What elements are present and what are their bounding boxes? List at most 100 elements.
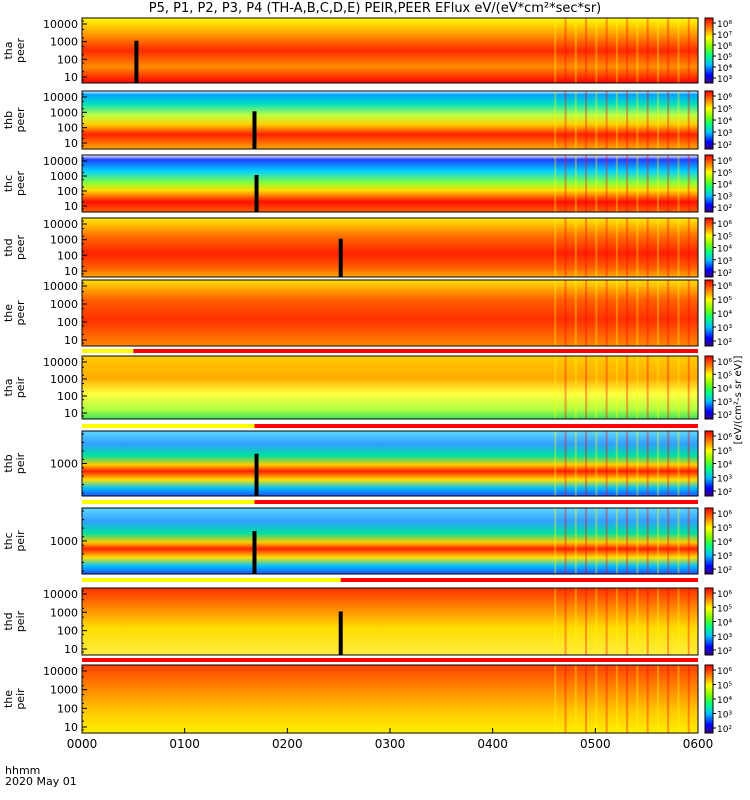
data-gap-marker (338, 238, 343, 277)
colorbar-tick-label: 10² (717, 647, 732, 657)
colorbar-tick-label: 10³ (717, 129, 732, 139)
variability-stripe (615, 665, 618, 733)
data-gap-marker (252, 531, 257, 574)
variability-stripe (656, 356, 659, 419)
data-gap-marker (254, 453, 259, 496)
variability-stripe (595, 665, 598, 733)
colorbar-tick-label: 10³ (717, 192, 732, 202)
colorbar-tick-label: 10⁸ (717, 20, 732, 30)
variability-stripe (585, 91, 588, 149)
y-tick-label: 100 (57, 625, 78, 638)
variability-stripe (574, 91, 577, 149)
variability-stripe (687, 155, 690, 212)
variability-stripe (564, 155, 567, 212)
x-tick-label: 0100 (169, 737, 200, 751)
colorbar-unit-label: [eV/(cm²-s sr eV)] (733, 356, 744, 445)
y-tick-label: 1000 (50, 684, 78, 697)
variability-stripe (554, 18, 557, 83)
colorbar-tick-label: 10³ (717, 711, 732, 721)
variability-stripe (585, 155, 588, 212)
variability-stripe (554, 665, 557, 733)
y-tick-label: 100 (57, 122, 78, 135)
y-axis-label-product: peir (14, 688, 27, 710)
variability-stripe (626, 18, 629, 83)
colorbar-tick-label: 10⁶ (717, 510, 732, 520)
variability-stripe (656, 588, 659, 655)
colorbar-tick-label: 10³ (717, 474, 732, 484)
variability-stripe (615, 91, 618, 149)
colorbar-tick-label: 10⁵ (717, 524, 732, 534)
y-tick-label: 10000 (43, 18, 78, 31)
variability-stripe (677, 155, 680, 212)
variability-stripe (605, 665, 608, 733)
variability-stripe (605, 280, 608, 346)
colorbar-tick-label: 10² (717, 269, 732, 279)
variability-stripe (646, 91, 649, 149)
variability-stripe (595, 91, 598, 149)
y-axis-label-probe: tha (2, 378, 15, 396)
variability-stripe (667, 18, 670, 83)
y-tick-label: 100 (57, 316, 78, 329)
colorbar-tick-label: 10⁷ (717, 31, 732, 41)
y-axis-label-probe: tha (2, 41, 15, 59)
variability-stripe (585, 665, 588, 733)
y-axis-label-probe: thc (2, 175, 15, 192)
variability-stripe (605, 218, 608, 277)
variability-stripe (585, 431, 588, 496)
y-tick-label: 10 (64, 137, 78, 150)
panel-thb-peer: 10000 1000 100 10 thb peer 10⁶ 10⁵ 10⁴ 10³ 10² (2, 90, 732, 151)
colorbar-tick-label: 10⁴ (717, 64, 732, 74)
y-tick-label: 1000 (50, 606, 78, 619)
y-tick-label: 1000 (50, 234, 78, 247)
y-tick-label: 1000 (50, 298, 78, 311)
spectrogram-image (82, 665, 698, 733)
variability-stripe (687, 218, 690, 277)
variability-stripe (656, 431, 659, 496)
y-tick-label: 10000 (43, 218, 78, 231)
panel-frame (81, 355, 699, 420)
variability-stripe (636, 588, 639, 655)
panel-frame (81, 279, 699, 347)
y-axis-label-probe: the (2, 304, 15, 322)
variability-stripe (595, 18, 598, 83)
variability-stripe (636, 280, 639, 346)
colorbar-tick-label: 10⁵ (717, 296, 732, 306)
variability-stripe (677, 665, 680, 733)
y-tick-label: 1000 (50, 458, 78, 471)
colorbar (704, 664, 714, 734)
variability-stripe (564, 18, 567, 83)
data-gap-marker (252, 111, 257, 149)
y-tick-label: 100 (57, 185, 78, 198)
variability-stripe (646, 431, 649, 496)
variability-stripe (615, 18, 618, 83)
variability-stripe (626, 588, 629, 655)
panel-the-peir: 10000 1000 100 10 the peir 10⁶ 10⁵ 10⁴ 10³ 10² (2, 664, 732, 735)
variability-stripe (687, 91, 690, 149)
panel-the-peer: 10000 1000 100 10 the peer 10⁶ 10⁵ 10⁴ 10³ 10² (2, 279, 732, 348)
variability-stripe (626, 91, 629, 149)
y-tick-label: 100 (57, 702, 78, 715)
variability-stripe (626, 218, 629, 277)
variability-stripe (656, 218, 659, 277)
variability-stripe (656, 665, 659, 733)
colorbar (704, 355, 714, 420)
colorbar (704, 217, 714, 278)
colorbar-tick-label: 10⁵ (717, 232, 732, 242)
variability-stripe (667, 665, 670, 733)
variability-stripe (615, 588, 618, 655)
variability-stripe (646, 588, 649, 655)
variability-stripe (615, 431, 618, 496)
variability-stripe (687, 665, 690, 733)
spectrogram-image (82, 280, 698, 346)
x-tick-label: 0300 (375, 737, 406, 751)
colorbar-tick-label: 10⁶ (717, 433, 732, 443)
colorbar-tick-label: 10² (717, 204, 732, 214)
variability-stripe (585, 280, 588, 346)
variability-stripe (554, 91, 557, 149)
variability-stripe (687, 18, 690, 83)
x-tick-label: 0500 (580, 737, 611, 751)
variability-stripe (564, 508, 567, 574)
y-axis-label-probe: thc (2, 532, 15, 549)
variability-stripe (646, 508, 649, 574)
